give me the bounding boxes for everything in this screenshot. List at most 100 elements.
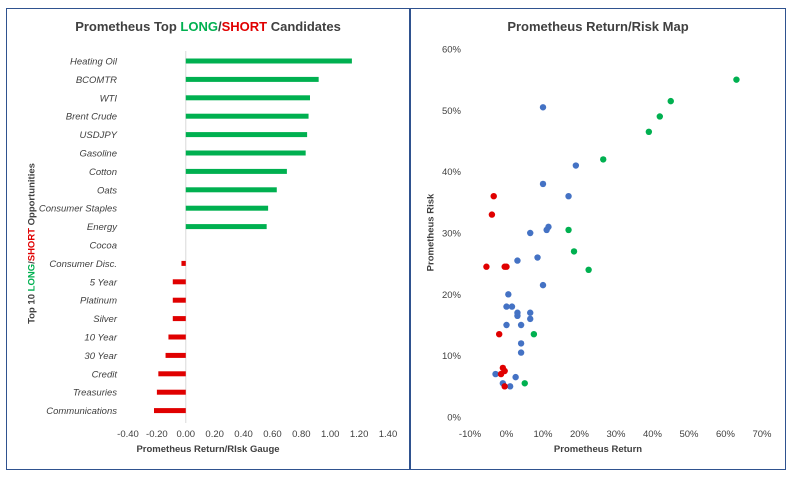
scatter-y-tick-label: 20% [442, 290, 462, 301]
scatter-point [505, 291, 512, 298]
bar [185, 150, 306, 156]
bar-x-tick-label: -0.40 [117, 429, 139, 440]
scatter-x-tick-label: 30% [606, 429, 626, 440]
scatter-point [514, 312, 521, 319]
bar-chart-plot: Heating Oil BCOMTR WTI Brent Crude USDJPY Gas… [39, 51, 398, 440]
bar-category-label: Oats [97, 185, 117, 196]
bar [168, 334, 186, 340]
bar [185, 187, 277, 193]
scatter-chart-title: Prometheus Return/Risk Map [507, 19, 689, 34]
bar-category-label: USDJPY [80, 130, 118, 141]
bar [185, 168, 287, 174]
scatter-x-tick-label: 70% [752, 429, 772, 440]
bar-category-label: 10 Year [84, 333, 117, 344]
scatter-point [503, 303, 510, 310]
bar-category-label: Brent Crude [66, 112, 117, 123]
scatter-point [600, 156, 607, 163]
scatter-chart-panel: Prometheus Return/Risk Map Prometheus Re… [410, 8, 786, 470]
bar [165, 352, 186, 358]
scatter-y-tick-label: 30% [442, 229, 462, 240]
bar-category-label: Communications [46, 406, 117, 417]
scatter-point [656, 113, 663, 120]
bar-category-label: Consumer Staples [39, 204, 117, 215]
scatter-point [492, 370, 499, 378]
scatter-point [645, 128, 653, 135]
scatter-point [483, 263, 490, 270]
bar-category-label: Energy [87, 222, 118, 233]
bar-category-label: Silver [93, 314, 118, 325]
bar [154, 408, 186, 414]
bar-category-label: Cotton [89, 167, 117, 178]
bar-x-tick-label: 1.20 [350, 429, 369, 440]
bar-category-label: 30 Year [84, 351, 117, 362]
scatter-point [488, 211, 496, 218]
bar-category-label: Heating Oil [70, 57, 118, 68]
bar [172, 316, 186, 322]
bar-category-label: 5 Year [90, 277, 118, 288]
bar [185, 76, 319, 82]
bar-category-label: Treasuries [73, 388, 117, 399]
scatter-point [517, 340, 525, 347]
scatter-x-tick-label: 10% [533, 429, 553, 440]
scatter-point [585, 266, 592, 273]
bar-category-label: Consumer Disc. [49, 259, 117, 270]
bar [156, 389, 186, 395]
scatter-point [733, 76, 740, 83]
bar-x-tick-label: 0.60 [263, 429, 282, 440]
bar-category-label: Cocoa [90, 241, 117, 252]
bar [158, 371, 186, 377]
scatter-point [527, 229, 534, 237]
bar-category-label: WTI [100, 93, 118, 104]
scatter-point [501, 383, 508, 390]
scatter-x-axis-label: Prometheus Return [553, 444, 643, 455]
scatter-point [506, 383, 514, 390]
scatter-point [530, 331, 538, 338]
scatter-x-tick-label: -10% [459, 429, 482, 440]
bar-category-label: Credit [92, 369, 118, 380]
scatter-point [539, 104, 547, 111]
bar-category-label: BCOMTR [76, 75, 117, 86]
scatter-y-tick-label: 60% [442, 45, 462, 56]
scatter-x-tick-label: 40% [643, 429, 663, 440]
bar [181, 260, 186, 266]
scatter-x-tick-label: 60% [716, 429, 736, 440]
scatter-point [517, 321, 525, 329]
bar [185, 95, 310, 101]
bar [185, 58, 352, 64]
bar [185, 132, 308, 138]
bar [172, 297, 186, 303]
scatter-point [517, 349, 525, 356]
scatter-y-tick-label: 40% [442, 167, 462, 178]
scatter-point [527, 309, 534, 316]
bar-x-tick-label: 0.00 [177, 429, 196, 440]
scatter-point [545, 223, 552, 231]
bar-x-axis-label: Prometheus Return/RIsk Gauge [136, 444, 280, 455]
scatter-chart-plot: 0% 10% 20% 30% 40% 50% 60% -10% 0% 10% 20% 30% 40% 50… [442, 45, 772, 441]
bar-x-tick-label: 0.20 [205, 429, 224, 440]
scatter-point [503, 321, 510, 329]
scatter-point [503, 263, 510, 270]
scatter-point [527, 315, 534, 323]
bar-x-tick-label: 0.40 [234, 429, 253, 440]
scatter-point [534, 254, 541, 261]
bar-category-label: Gasoline [80, 149, 118, 160]
bar-x-tick-label: 0.80 [292, 429, 311, 440]
scatter-x-tick-label: 50% [679, 429, 699, 440]
scatter-point [539, 180, 547, 188]
bar [185, 224, 267, 230]
scatter-point [570, 248, 578, 255]
bar-x-tick-label: 1.40 [379, 429, 398, 440]
bar-chart-panel: Prometheus Top LONG/SHORT Candidates Pro… [6, 8, 410, 470]
scatter-y-tick-label: 0% [447, 413, 461, 424]
bar-x-tick-label: 1.00 [321, 429, 340, 440]
bar [185, 113, 309, 119]
scatter-point [565, 193, 572, 200]
bar [172, 279, 186, 285]
scatter-x-tick-label: 20% [570, 429, 590, 440]
scatter-point [496, 331, 503, 338]
scatter-x-tick-label: 0% [500, 429, 514, 440]
scatter-point [667, 97, 674, 105]
scatter-point [572, 162, 580, 169]
bar-chart-title: Prometheus Top LONG/SHORT Candidates [75, 19, 341, 34]
scatter-point [521, 380, 528, 387]
